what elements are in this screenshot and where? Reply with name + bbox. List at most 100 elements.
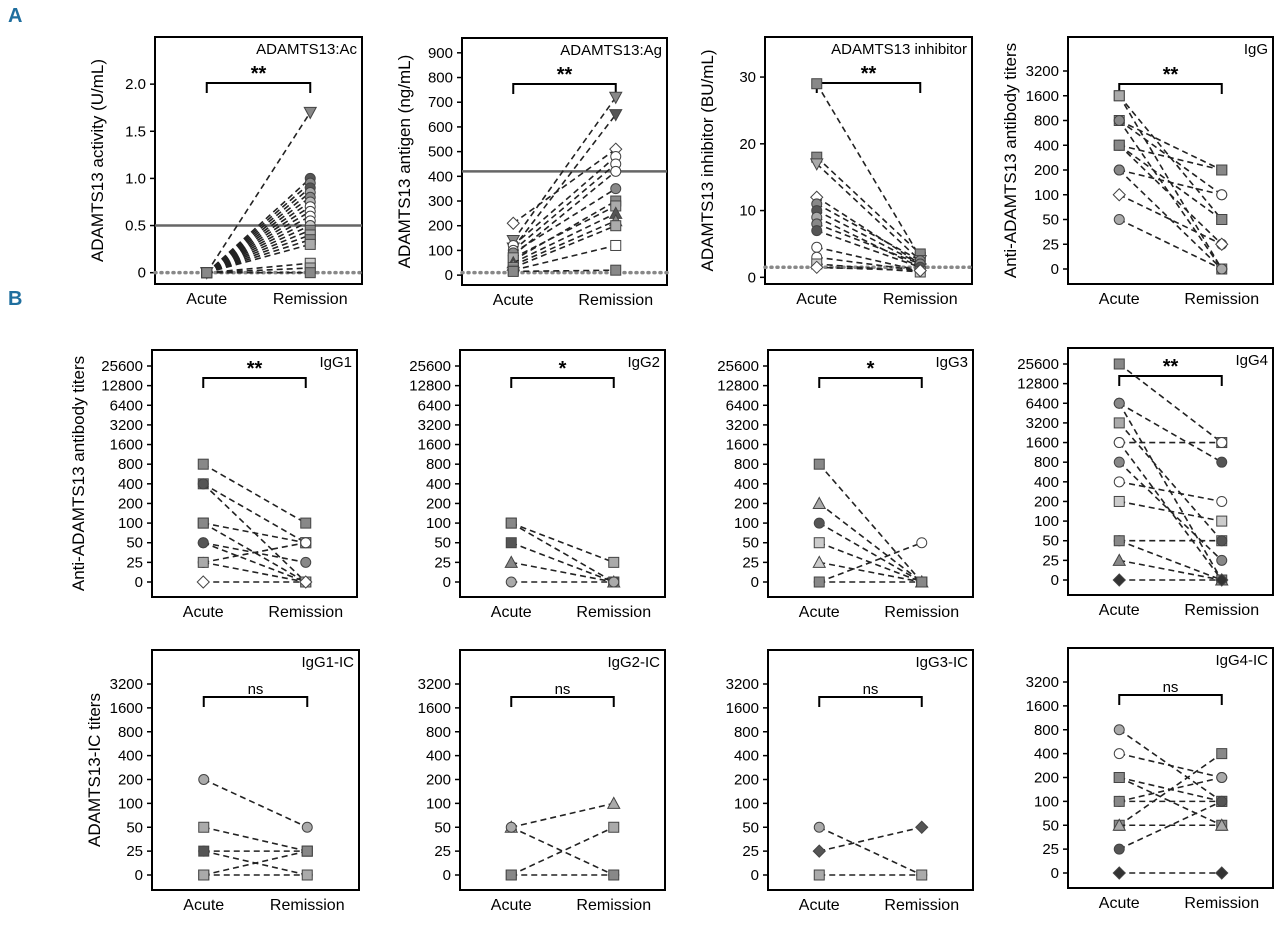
significance-label: ** bbox=[1163, 64, 1179, 86]
significance-bracket bbox=[818, 696, 923, 707]
y-tick-label: 400 bbox=[1034, 746, 1059, 763]
data-point-remission-s7 bbox=[1216, 748, 1228, 760]
data-point-acute-s7 bbox=[813, 576, 825, 588]
series-line-s7 bbox=[1118, 144, 1223, 245]
y-tick-label: 100 bbox=[1034, 187, 1059, 204]
x-label-acute: Acute bbox=[799, 897, 840, 914]
plot-frame bbox=[461, 37, 668, 286]
chart-inh: 0 10 20 30 Acute Remission ADAMTS13 inhibitor A… bbox=[698, 36, 974, 308]
series-line-s1 bbox=[818, 826, 923, 876]
y-tick-label: 1600 bbox=[1026, 698, 1059, 715]
data-point-acute-s1 bbox=[813, 458, 825, 470]
panel-title: IgG3 bbox=[935, 354, 968, 371]
x-label-acute: Acute bbox=[491, 897, 532, 914]
series-line-s2 bbox=[819, 826, 922, 852]
y-tick-label: 20 bbox=[739, 136, 756, 153]
series-line-s10 bbox=[512, 212, 617, 264]
y-tick-label: 0 bbox=[751, 867, 759, 884]
series-line-s9 bbox=[1118, 800, 1223, 850]
data-point-acute-s1 bbox=[198, 774, 210, 785]
series-line-s11 bbox=[512, 220, 617, 266]
data-point-acute-s9 bbox=[1113, 495, 1125, 507]
data-point-remission-s9 bbox=[1216, 795, 1228, 807]
y-tick-label: 1600 bbox=[110, 700, 143, 717]
significance-bracket bbox=[510, 696, 615, 707]
y-tick-label: 25 bbox=[434, 554, 451, 571]
x-label-acute: Acute bbox=[493, 292, 534, 309]
y-tick-label: 25 bbox=[742, 843, 759, 860]
y-tick-label: 700 bbox=[428, 94, 453, 111]
y-tick-label: 400 bbox=[426, 476, 451, 493]
y-tick-label: 0 bbox=[443, 867, 451, 884]
data-point-remission-s13 bbox=[610, 239, 622, 251]
y-tick-label: 0 bbox=[138, 265, 146, 282]
data-point-acute-s10 bbox=[196, 575, 210, 589]
data-point-acute-s4 bbox=[504, 555, 519, 568]
y-tick-label: 0 bbox=[1051, 261, 1059, 278]
y-tick-label: 1.0 bbox=[125, 170, 146, 187]
chart-igg4: 0 25 50 100 200 400 800 1600 3200 6400 12800 25600 A… bbox=[1017, 347, 1274, 619]
y-tick-label: 12800 bbox=[717, 378, 759, 395]
y-tick-label: 3200 bbox=[726, 676, 759, 693]
y-tick-label: 1600 bbox=[726, 700, 759, 717]
y-tick-label: 200 bbox=[426, 495, 451, 512]
data-point-remission-s7 bbox=[1216, 554, 1228, 566]
plot-frame bbox=[151, 649, 360, 891]
series-line-s13 bbox=[206, 229, 311, 274]
data-point-remission-s2 bbox=[915, 820, 929, 834]
x-label-remission: Remission bbox=[1184, 895, 1259, 912]
y-tick-label: 100 bbox=[428, 242, 453, 259]
y-tick-label: 12800 bbox=[101, 378, 143, 395]
data-point-acute-s2 bbox=[505, 517, 517, 529]
series-line-s6 bbox=[818, 541, 923, 583]
data-point-remission-s5 bbox=[1216, 772, 1228, 783]
data-point-acute-s3 bbox=[813, 517, 825, 529]
data-point-acute-s5 bbox=[812, 555, 827, 568]
series-line-s9 bbox=[1119, 500, 1222, 522]
data-point-acute-s8 bbox=[1112, 818, 1127, 831]
series-line-s16 bbox=[206, 243, 311, 274]
data-point-remission-s13 bbox=[913, 263, 927, 278]
series-line-s8 bbox=[512, 200, 617, 261]
y-tick-label: 25 bbox=[742, 554, 759, 571]
x-label-remission: Remission bbox=[576, 604, 651, 621]
significance-label: ns bbox=[863, 681, 879, 698]
y-tick-label: 50 bbox=[434, 535, 451, 552]
significance-label: ns bbox=[248, 681, 264, 698]
significance-bracket bbox=[512, 83, 617, 94]
y-tick-label: 100 bbox=[1034, 513, 1059, 530]
y-tick-label: 0 bbox=[443, 574, 451, 591]
chart-igg2: 0 25 50 100 200 400 800 1600 3200 6400 12800 25600 A… bbox=[409, 349, 666, 621]
data-point-remission-s6 bbox=[1216, 164, 1228, 176]
data-point-acute-s4 bbox=[1113, 417, 1125, 429]
data-point-acute-s2 bbox=[198, 821, 210, 833]
series-line-s3 bbox=[1118, 119, 1223, 171]
x-label-acute: Acute bbox=[491, 604, 532, 621]
x-label-remission: Remission bbox=[884, 897, 959, 914]
data-point-acute-s1 bbox=[1113, 358, 1125, 370]
plot-frame bbox=[151, 349, 358, 598]
series-line-s8 bbox=[203, 541, 306, 564]
y-tick-label: 400 bbox=[1034, 474, 1059, 491]
chart-igg4ic: 0 25 50 100 200 400 800 1600 3200 Acute Remission I… bbox=[1026, 647, 1274, 912]
significance-label: * bbox=[867, 358, 875, 380]
y-tick-label: 100 bbox=[426, 515, 451, 532]
data-point-remission-s3 bbox=[608, 821, 620, 833]
series-line-s1 bbox=[206, 111, 311, 274]
panel-title: ADAMTS13:Ac bbox=[256, 41, 357, 58]
data-point-acute-s2 bbox=[1113, 90, 1125, 102]
series-line-s17 bbox=[206, 262, 311, 274]
data-point-acute-s2 bbox=[505, 821, 517, 833]
significance-label: ** bbox=[247, 358, 263, 380]
series-line-s2 bbox=[510, 826, 615, 876]
y-tick-label: 400 bbox=[426, 748, 451, 765]
data-point-acute-s9 bbox=[1113, 843, 1125, 855]
y-tick-label: 3200 bbox=[1026, 674, 1059, 691]
panel-a-label: A bbox=[8, 5, 23, 27]
y-tick-label: 6400 bbox=[1026, 395, 1059, 412]
y-axis-label: ADAMTS13 activity (U/mL) bbox=[88, 59, 107, 262]
y-tick-label: 200 bbox=[734, 495, 759, 512]
data-point-remission-s7 bbox=[610, 183, 622, 195]
data-point-acute-s3 bbox=[813, 869, 825, 881]
